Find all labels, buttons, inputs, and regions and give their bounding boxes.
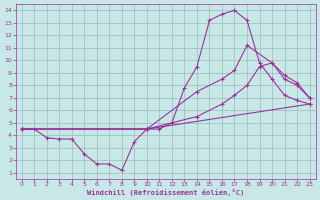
X-axis label: Windchill (Refroidissement éolien,°C): Windchill (Refroidissement éolien,°C) bbox=[87, 189, 244, 196]
